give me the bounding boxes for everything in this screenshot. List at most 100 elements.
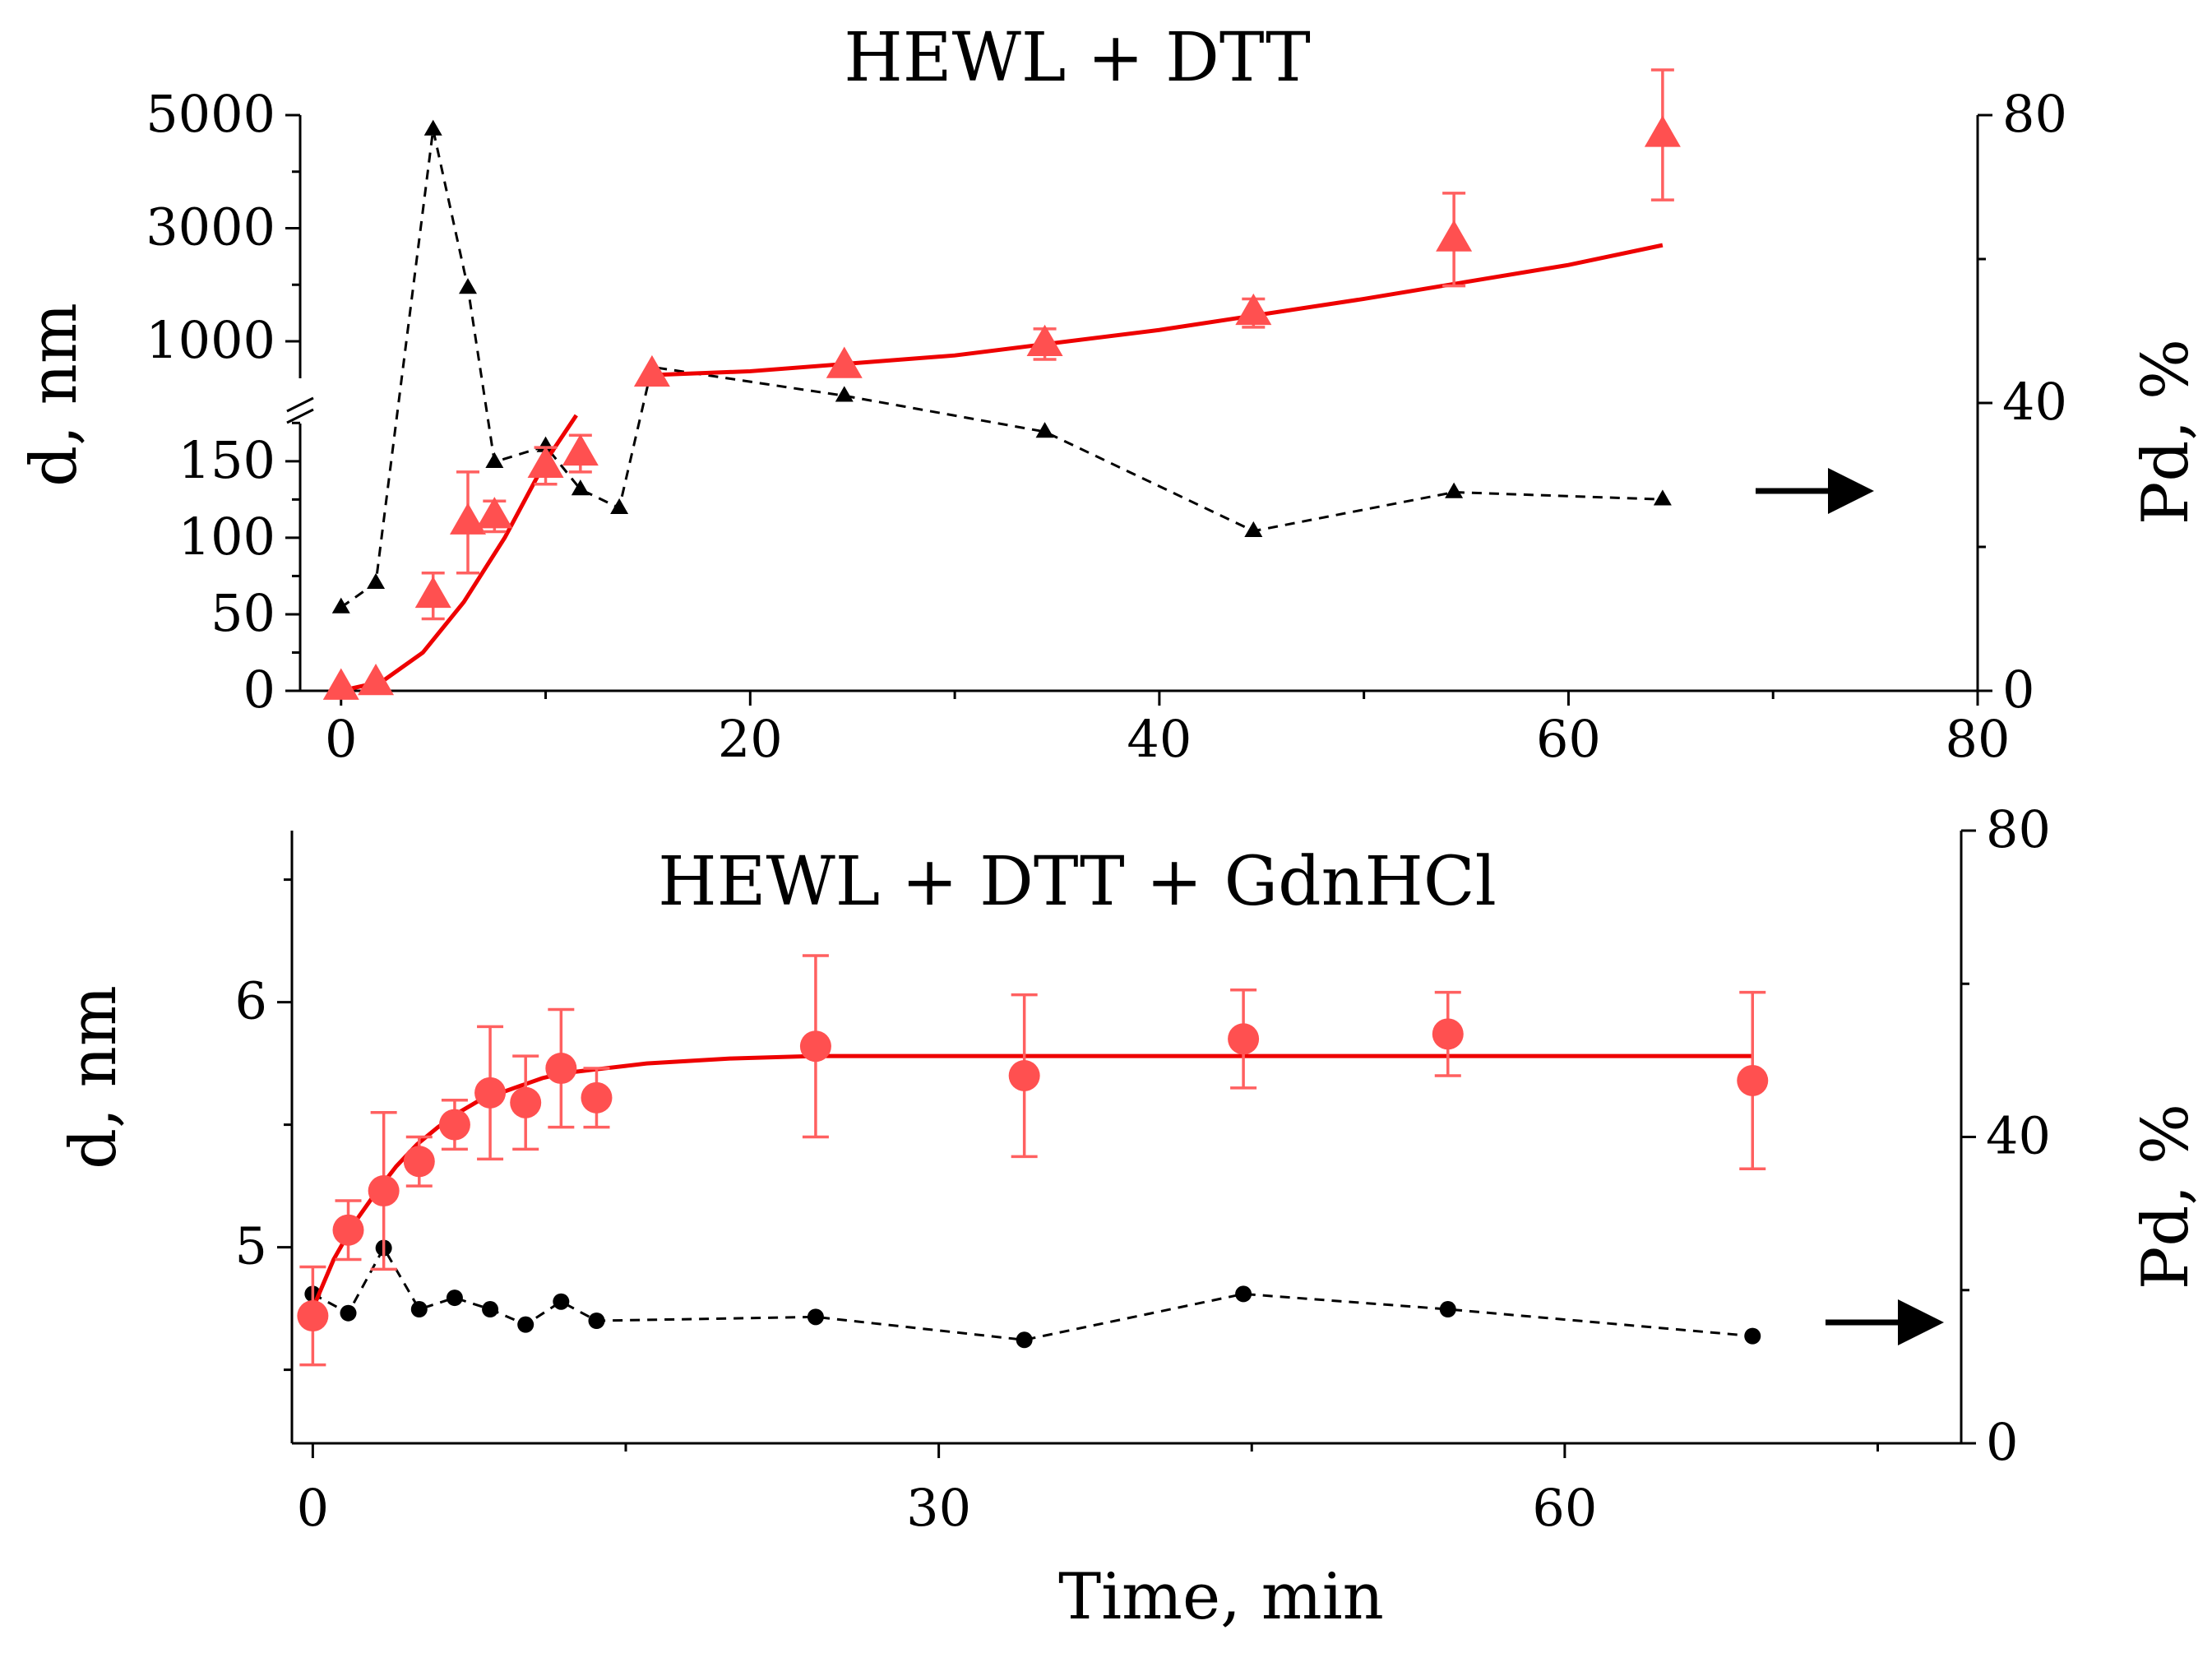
pd-dashed-line-top xyxy=(340,129,1663,609)
y-axis-title-bottom: d, nm xyxy=(57,985,131,1169)
y-tick-label: 0 xyxy=(243,660,275,720)
y-tick-label: 5 xyxy=(235,1216,267,1276)
x-tick-label: 80 xyxy=(1946,709,2011,769)
pd-point-top xyxy=(571,479,590,496)
y2-tick-label: 40 xyxy=(1986,1106,2051,1166)
y2-axis-title-bottom: Pd, % xyxy=(2129,1104,2203,1290)
pd-point-bottom xyxy=(807,1308,824,1326)
x-ticks-top: 0 20 40 60 80 xyxy=(325,691,2010,769)
pd-point-bottom xyxy=(588,1313,605,1329)
pd-point-top xyxy=(1445,482,1464,498)
pd-series-bottom xyxy=(304,1239,1761,1349)
axis-break-mark-2 xyxy=(286,408,314,424)
size-point-bottom xyxy=(1228,1023,1260,1055)
size-point-top xyxy=(322,668,359,700)
x-ticks-bottom: 0 30 60 xyxy=(297,1443,1879,1538)
size-point-top xyxy=(450,502,486,535)
y-tick-label: 1000 xyxy=(146,310,275,370)
x-tick-label: 0 xyxy=(297,1478,329,1538)
size-point-top xyxy=(358,663,395,696)
y2-tick-label: 0 xyxy=(2002,660,2034,720)
axes-top xyxy=(286,115,1979,692)
chart-title-bottom: HEWL + DTT + GdnHCl xyxy=(658,843,1497,921)
y2-tick-label: 80 xyxy=(1986,799,2051,859)
y-tick-label: 3000 xyxy=(146,197,275,257)
x-tick-label: 40 xyxy=(1127,709,1192,769)
size-point-top xyxy=(633,354,670,387)
y-tick-label: 100 xyxy=(178,507,275,567)
pd-point-bottom xyxy=(482,1301,499,1318)
size-point-bottom xyxy=(510,1086,542,1118)
y-tick-label: 50 xyxy=(211,583,275,643)
size-series-top xyxy=(322,68,1681,700)
pd-point-top xyxy=(835,386,854,402)
pd-point-top xyxy=(367,572,386,590)
axes-bottom xyxy=(290,831,1963,1445)
pd-point-top xyxy=(1035,422,1054,438)
size-point-top xyxy=(562,433,599,466)
x-tick-label: 30 xyxy=(906,1478,971,1538)
y-tick-label: 5000 xyxy=(146,84,275,144)
panel-top: HEWL + DTT d, nm Pd, % 0 50 100 150 1000 3000… xyxy=(17,19,2203,769)
panel-bottom: HEWL + DTT + GdnHCl d, nm Pd, % Time, mi… xyxy=(57,799,2203,1634)
size-point-top xyxy=(527,446,564,478)
size-point-top xyxy=(1436,220,1473,252)
y2-axis-title-top: Pd, % xyxy=(2129,339,2203,525)
fit-segment-top-2 xyxy=(647,243,1664,377)
pd-dashed-line-bottom xyxy=(312,1245,1753,1341)
y2-tick-label: 80 xyxy=(2002,84,2067,144)
pd-point-top xyxy=(423,119,442,136)
y-ticks-bottom: 56 xyxy=(235,878,292,1372)
y2-tick-label: 0 xyxy=(1986,1412,2018,1472)
y-ticks-top: 0 50 100 150 1000 3000 5000 xyxy=(146,84,300,720)
pd-point-bottom xyxy=(517,1316,534,1333)
pd-point-bottom xyxy=(410,1301,428,1318)
pd-point-top xyxy=(610,498,629,515)
pd-point-bottom xyxy=(1439,1301,1456,1318)
x-tick-label: 60 xyxy=(1536,709,1601,769)
pd-point-bottom xyxy=(446,1290,463,1307)
x-tick-label: 0 xyxy=(325,709,357,769)
size-point-bottom xyxy=(799,1030,831,1063)
chart-title-top: HEWL + DTT xyxy=(844,19,1311,97)
y2-ticks-bottom: 0 40 80 xyxy=(1961,799,2051,1472)
y-tick-label: 150 xyxy=(178,430,275,490)
pd-point-top xyxy=(331,597,350,614)
pd-point-top xyxy=(459,278,477,294)
y-axis-title-top: d, nm xyxy=(17,303,91,487)
size-point-top xyxy=(1026,324,1063,356)
size-point-bottom xyxy=(1737,1064,1769,1096)
pd-point-bottom xyxy=(553,1293,570,1310)
y2-ticks-top: 0 40 80 xyxy=(1978,84,2067,720)
pd-point-bottom xyxy=(1744,1327,1761,1345)
pd-point-top xyxy=(1653,489,1672,506)
pd-point-bottom xyxy=(1235,1285,1252,1303)
size-point-top xyxy=(414,576,451,609)
size-point-bottom xyxy=(368,1175,400,1207)
pd-series-top xyxy=(331,119,1672,614)
pd-point-bottom xyxy=(1016,1331,1033,1349)
size-point-top xyxy=(1235,293,1272,326)
pd-point-top xyxy=(485,451,504,469)
x-tick-label: 60 xyxy=(1532,1478,1597,1538)
size-point-bottom xyxy=(474,1077,507,1109)
size-point-bottom xyxy=(1008,1060,1040,1091)
size-point-bottom xyxy=(545,1053,577,1085)
size-point-bottom xyxy=(297,1300,329,1332)
pd-point-bottom xyxy=(340,1304,357,1322)
size-point-bottom xyxy=(403,1146,435,1178)
size-point-bottom xyxy=(581,1081,613,1114)
x-axis-title: Time, min xyxy=(1058,1560,1384,1634)
axis-break-mark-1 xyxy=(286,396,314,413)
y2-tick-label: 40 xyxy=(2002,372,2067,432)
size-point-bottom xyxy=(1432,1018,1464,1050)
size-point-top xyxy=(1644,115,1681,147)
y-tick-label: 6 xyxy=(235,971,267,1031)
size-series-bottom xyxy=(297,954,1769,1367)
size-point-bottom xyxy=(332,1214,364,1246)
size-point-top xyxy=(476,497,513,529)
size-point-bottom xyxy=(438,1109,470,1141)
x-tick-label: 20 xyxy=(718,709,783,769)
pd-point-top xyxy=(1244,521,1263,538)
